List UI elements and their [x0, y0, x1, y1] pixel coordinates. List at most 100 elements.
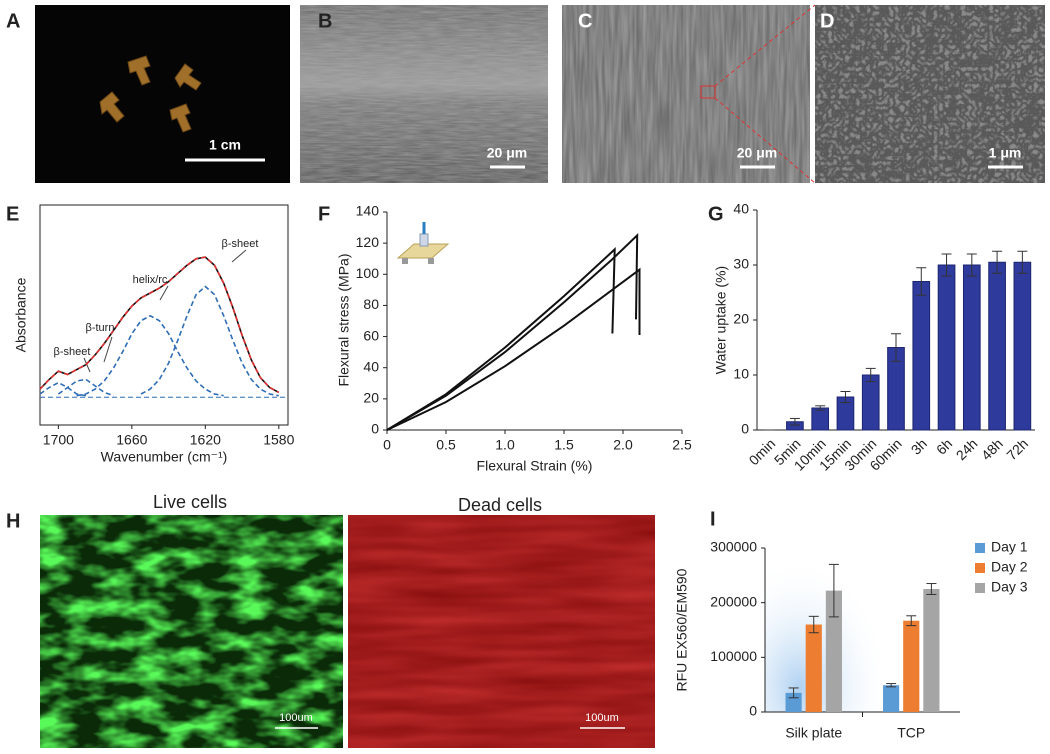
y-tick-label: 140: [356, 203, 380, 219]
error-bar: [926, 583, 937, 595]
error-bar: [886, 683, 897, 688]
error-bar: [941, 253, 952, 277]
bar: [825, 590, 842, 712]
zoom-lines: [714, 4, 816, 184]
legend-swatch: [975, 583, 985, 593]
y-axis-label: RFU EX560/EM590: [674, 568, 690, 691]
legend-swatch: [975, 563, 985, 573]
error-bar: [788, 687, 799, 699]
background-glow: [765, 548, 880, 712]
plot-frame: [39, 204, 289, 426]
annotation: β-turn: [86, 322, 115, 334]
y-tick-label: 0: [741, 421, 749, 437]
y-tick-label: 20: [363, 390, 379, 406]
error-bar: [828, 563, 839, 618]
error-bar: [966, 253, 977, 277]
x-tick-label: 72h: [1003, 435, 1031, 463]
scale-label: 100um: [279, 712, 313, 724]
error-bar: [891, 333, 901, 362]
x-tick-label: 1620: [190, 432, 221, 448]
photo-a: [35, 5, 290, 183]
error-bar: [1017, 250, 1028, 274]
panel-letter: H: [6, 510, 20, 532]
data-line: [140, 285, 279, 397]
x-tick-label: 24h: [953, 435, 981, 463]
error-bar: [840, 391, 851, 403]
x-tick-label: 2.5: [672, 437, 692, 453]
cell-images: [40, 515, 655, 748]
y-tick-label: 100000: [710, 648, 757, 664]
panel-letter: E: [6, 203, 19, 225]
data-line: [39, 256, 280, 394]
error-bar: [916, 267, 927, 296]
scale-label: 1 μm: [989, 145, 1022, 161]
data-line: [386, 267, 641, 431]
bar: [912, 281, 931, 431]
x-tick-label: 48h: [978, 435, 1006, 463]
annotation-leaders: [83, 249, 247, 373]
legend-swatch: [975, 543, 985, 553]
legend-label: Day 1: [991, 539, 1028, 555]
y-tick-label: 20: [733, 311, 749, 327]
y-tick-label: 120: [356, 234, 380, 250]
annotation: β-sheet: [54, 346, 91, 358]
bar: [988, 261, 1006, 431]
scale-label: 1 cm: [209, 137, 241, 153]
x-axis-label: Wavenumber (cm⁻¹): [101, 449, 228, 465]
image-title: Dead cells: [458, 495, 542, 515]
legend-label: Day 3: [991, 579, 1028, 595]
y-tick-label: 200000: [710, 593, 757, 609]
data-line: [386, 247, 616, 431]
x-tick-label: 1660: [116, 432, 147, 448]
x-tick-label: 3h: [908, 435, 930, 457]
y-tick-label: 30: [733, 256, 749, 272]
error-bar: [789, 417, 800, 426]
y-tick-label: 40: [363, 358, 379, 374]
y-axis-label: Flexural stress (MPa): [336, 253, 352, 386]
panel-letter: C: [578, 10, 592, 32]
error-bar: [992, 250, 1003, 274]
bar: [962, 264, 981, 431]
bar: [805, 624, 822, 712]
bar: [861, 374, 880, 431]
y-tick-label: 100: [356, 265, 380, 281]
data-line: [39, 381, 87, 397]
error-bar: [808, 615, 819, 634]
panel-letter: I: [710, 508, 716, 530]
scale-label: 100um: [585, 712, 619, 724]
scale-bars: [185, 158, 1023, 169]
error-bar: [865, 367, 876, 383]
sem-d: [815, 5, 1045, 183]
panel-letter: G: [708, 203, 724, 225]
x-tick-label: 1700: [43, 432, 74, 448]
x-tick-label: Silk plate: [785, 725, 842, 741]
bar: [883, 685, 900, 712]
panel-letter: B: [318, 10, 332, 32]
annotation: helix/rc: [133, 274, 168, 286]
sem-b: [300, 5, 548, 183]
scale-label: 20 μm: [487, 145, 527, 161]
inset-icon: [396, 222, 450, 264]
x-tick-label: 1.5: [554, 437, 574, 453]
bar: [1013, 261, 1032, 431]
annotation: β-sheet: [222, 238, 259, 250]
y-tick-label: 80: [363, 296, 379, 312]
panel-letter: A: [6, 10, 20, 32]
error-bar: [906, 615, 917, 627]
data-line: [57, 378, 114, 397]
bar: [937, 264, 956, 431]
x-tick-label: 2.0: [613, 437, 633, 453]
x-tick-label: 0.5: [436, 437, 456, 453]
sem-c: [562, 5, 810, 183]
error-bar: [815, 405, 826, 411]
x-tick-label: 6h: [933, 435, 955, 457]
image-title: Live cells: [153, 492, 227, 512]
y-tick-label: 40: [733, 201, 749, 217]
x-tick-label: 0min: [746, 435, 779, 468]
y-axis-label: Absorbance: [13, 277, 29, 352]
y-axis-label: Water uptake (%): [713, 266, 729, 374]
y-tick-label: 0: [749, 703, 757, 719]
y-tick-label: 300000: [710, 539, 757, 555]
bar: [903, 620, 920, 712]
